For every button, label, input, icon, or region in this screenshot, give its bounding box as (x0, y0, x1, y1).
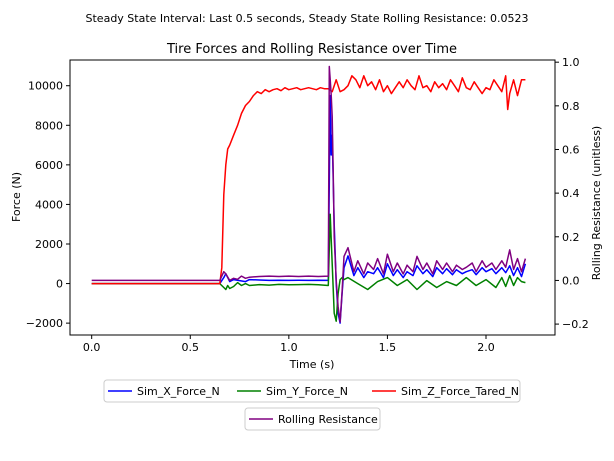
series-line-rolling-resistance (91, 65, 527, 323)
y-right-tick-label: −0.2 (562, 318, 589, 331)
figure-suptitle: Steady State Interval: Last 0.5 seconds,… (86, 12, 529, 25)
y-tick-label: −2000 (26, 317, 63, 330)
y-tick-label: 10000 (28, 80, 63, 93)
y-right-tick-label: 0.6 (562, 143, 580, 156)
x-tick-label: 1.5 (379, 341, 397, 354)
y-tick-label: 0 (56, 278, 63, 291)
y-right-tick-label: 0.4 (562, 187, 580, 200)
y-axis-right-label: Rolling Resistance (unitless) (590, 126, 603, 280)
x-axis-label: Time (s) (289, 358, 335, 371)
y-right-tick-label: 0.0 (562, 274, 580, 287)
legend-row-1: Sim_X_Force_N Sim_Y_Force_N Sim_Z_Force_… (103, 379, 521, 403)
y-right-tick-label: 0.2 (562, 231, 580, 244)
legend-row-2: Rolling Resistance (244, 407, 381, 431)
y-axis-left-label: Force (N) (10, 172, 23, 222)
series-line-sim-z-force-tared-n (91, 75, 526, 285)
y-tick-label: 6000 (35, 159, 63, 172)
legend-label: Sim_Y_Force_N (266, 385, 348, 398)
legend-label: Sim_X_Force_N (137, 385, 220, 398)
x-tick-label: 2.0 (477, 341, 495, 354)
x-axis: 0.0 0.5 1.0 1.5 2.0 (83, 335, 495, 354)
series-line-sim-y-force-n (91, 213, 526, 322)
x-tick-label: 0.0 (83, 341, 101, 354)
y-right-tick-label: 1.0 (562, 56, 580, 69)
y-right-tick-label: 0.8 (562, 100, 580, 113)
legend-box (103, 379, 521, 403)
y-tick-label: 2000 (35, 238, 63, 251)
series-layer (91, 65, 527, 324)
x-tick-label: 0.5 (182, 341, 200, 354)
series-line-sim-x-force-n (91, 94, 527, 324)
y-tick-label: 4000 (35, 198, 63, 211)
legend-box (244, 407, 381, 431)
y-axis-right: −0.2 0.0 0.2 0.4 0.6 0.8 1.0 (555, 56, 589, 331)
legend-label: Sim_Z_Force_Tared_N (401, 385, 519, 398)
y-axis-left: −2000 0 2000 4000 6000 8000 10000 (26, 80, 70, 330)
plot-frame (69, 59, 556, 336)
y-tick-label: 8000 (35, 119, 63, 132)
chart-title: Tire Forces and Rolling Resistance over … (166, 42, 457, 57)
x-tick-label: 1.0 (280, 341, 298, 354)
legend-label: Rolling Resistance (278, 413, 378, 426)
